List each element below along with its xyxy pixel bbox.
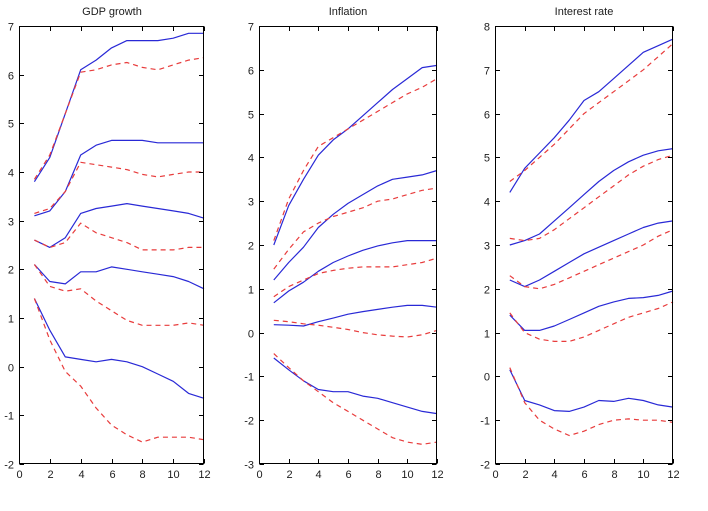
line-panel1-band2-blue-solid (34, 139, 204, 217)
y-tick-label: -2 (244, 416, 254, 428)
x-tick-label: 10 (167, 469, 179, 481)
y-tick-label: 4 (8, 168, 14, 180)
line-panel2-band4-blue-solid (273, 304, 438, 327)
line-panel1-band3-blue-solid (34, 203, 205, 248)
y-tick-label: 2 (484, 285, 490, 297)
y-tick-label: 7 (248, 22, 254, 34)
x-tick-label: 12 (431, 469, 443, 481)
y-tick-label: -1 (244, 372, 254, 384)
y-tick-label: 1 (248, 285, 254, 297)
y-tick-label: -2 (4, 460, 14, 472)
y-tick-label: 5 (484, 153, 490, 165)
axes-box (495, 26, 673, 464)
y-tick-label: -1 (480, 416, 490, 428)
line-panel3-band3-blue-solid (509, 220, 674, 288)
line-panel3-band1-red-dashed (509, 43, 674, 182)
y-tick-label: 6 (248, 66, 254, 78)
line-panel3-band3-red-dashed (509, 229, 674, 290)
line-panel3-band4-blue-solid (509, 290, 674, 331)
x-tick-label: 2 (47, 469, 53, 481)
x-tick-label: 12 (198, 469, 210, 481)
x-tick-label: 10 (401, 469, 413, 481)
line-panel2-band3-blue-solid (273, 240, 437, 304)
x-tick-label: 6 (345, 469, 351, 481)
y-tick-label: 4 (248, 153, 254, 165)
line-panel2-band1-red-dashed (273, 78, 438, 241)
x-tick-label: 6 (109, 469, 115, 481)
y-tick-label: 6 (8, 71, 14, 83)
panel-title-gdp-growth: GDP growth (82, 6, 142, 18)
line-panel1-band2-red-dashed (34, 161, 204, 214)
y-tick-label: 2 (8, 265, 14, 277)
line-panel3-band1-blue-solid (509, 38, 674, 193)
line-panel3-band4-red-dashed (509, 301, 674, 342)
line-panel3-band2-red-dashed (509, 154, 674, 242)
axes-box (259, 26, 437, 464)
x-tick-label: 10 (637, 469, 649, 481)
line-panel1-band4-red-dashed (33, 264, 205, 326)
line-panel1-band3-red-dashed (34, 222, 204, 251)
line-panel2-band3-red-dashed (273, 257, 438, 298)
x-tick-label: 0 (256, 469, 262, 481)
y-tick-label: 5 (8, 119, 14, 131)
y-tick-label: 1 (8, 314, 14, 326)
y-tick-label: -2 (480, 460, 490, 472)
y-tick-label: 0 (484, 372, 490, 384)
y-tick-label: 3 (248, 197, 254, 209)
y-tick-label: 5 (248, 110, 254, 122)
line-panel2-band4-red-dashed (273, 319, 438, 338)
x-tick-label: 2 (522, 469, 528, 481)
y-tick-label: 0 (8, 363, 14, 375)
axes-box (19, 26, 204, 464)
y-tick-label: 7 (8, 22, 14, 34)
line-panel1-band1-red-dashed (33, 57, 205, 180)
y-tick-label: 3 (8, 217, 14, 229)
y-tick-label: 4 (484, 197, 490, 209)
line-panel2-band5-red-dashed (273, 353, 438, 445)
x-tick-label: 4 (551, 469, 557, 481)
y-tick-label: -3 (244, 460, 254, 472)
line-panel1-band5-red-dashed (33, 298, 205, 443)
x-tick-label: 6 (581, 469, 587, 481)
x-tick-label: 4 (78, 469, 84, 481)
line-panel2-band2-red-dashed (273, 187, 438, 270)
x-tick-label: 8 (139, 469, 145, 481)
x-tick-label: 12 (667, 469, 679, 481)
x-tick-label: 8 (611, 469, 617, 481)
panel-title-interest-rate: Interest rate (554, 6, 614, 18)
line-panel3-band5-red-dashed (509, 367, 674, 437)
y-tick-label: 7 (484, 66, 490, 78)
x-tick-label: 2 (286, 469, 292, 481)
y-tick-label: 2 (248, 241, 254, 253)
x-tick-label: 0 (16, 469, 22, 481)
y-tick-label: 1 (484, 329, 490, 341)
line-panel2-band5-blue-solid (273, 357, 438, 415)
y-tick-label: 6 (484, 110, 490, 122)
y-tick-label: 0 (248, 329, 254, 341)
panel-title-inflation: Inflation (328, 6, 368, 18)
y-tick-label: 3 (484, 241, 490, 253)
x-tick-label: 8 (375, 469, 381, 481)
line-panel1-band4-blue-solid (33, 264, 205, 290)
line-panel2-band1-blue-solid (273, 64, 438, 246)
x-tick-label: 4 (315, 469, 321, 481)
line-panel3-band5-blue-solid (509, 369, 674, 412)
line-panel2-band2-blue-solid (273, 169, 438, 281)
y-tick-label: 8 (484, 22, 490, 34)
x-tick-label: 0 (492, 469, 498, 481)
y-tick-label: -1 (4, 411, 14, 423)
line-panel1-band5-blue-solid (33, 298, 205, 399)
line-panel1-band1-blue-solid (33, 32, 204, 183)
line-panel3-band2-blue-solid (509, 148, 674, 246)
